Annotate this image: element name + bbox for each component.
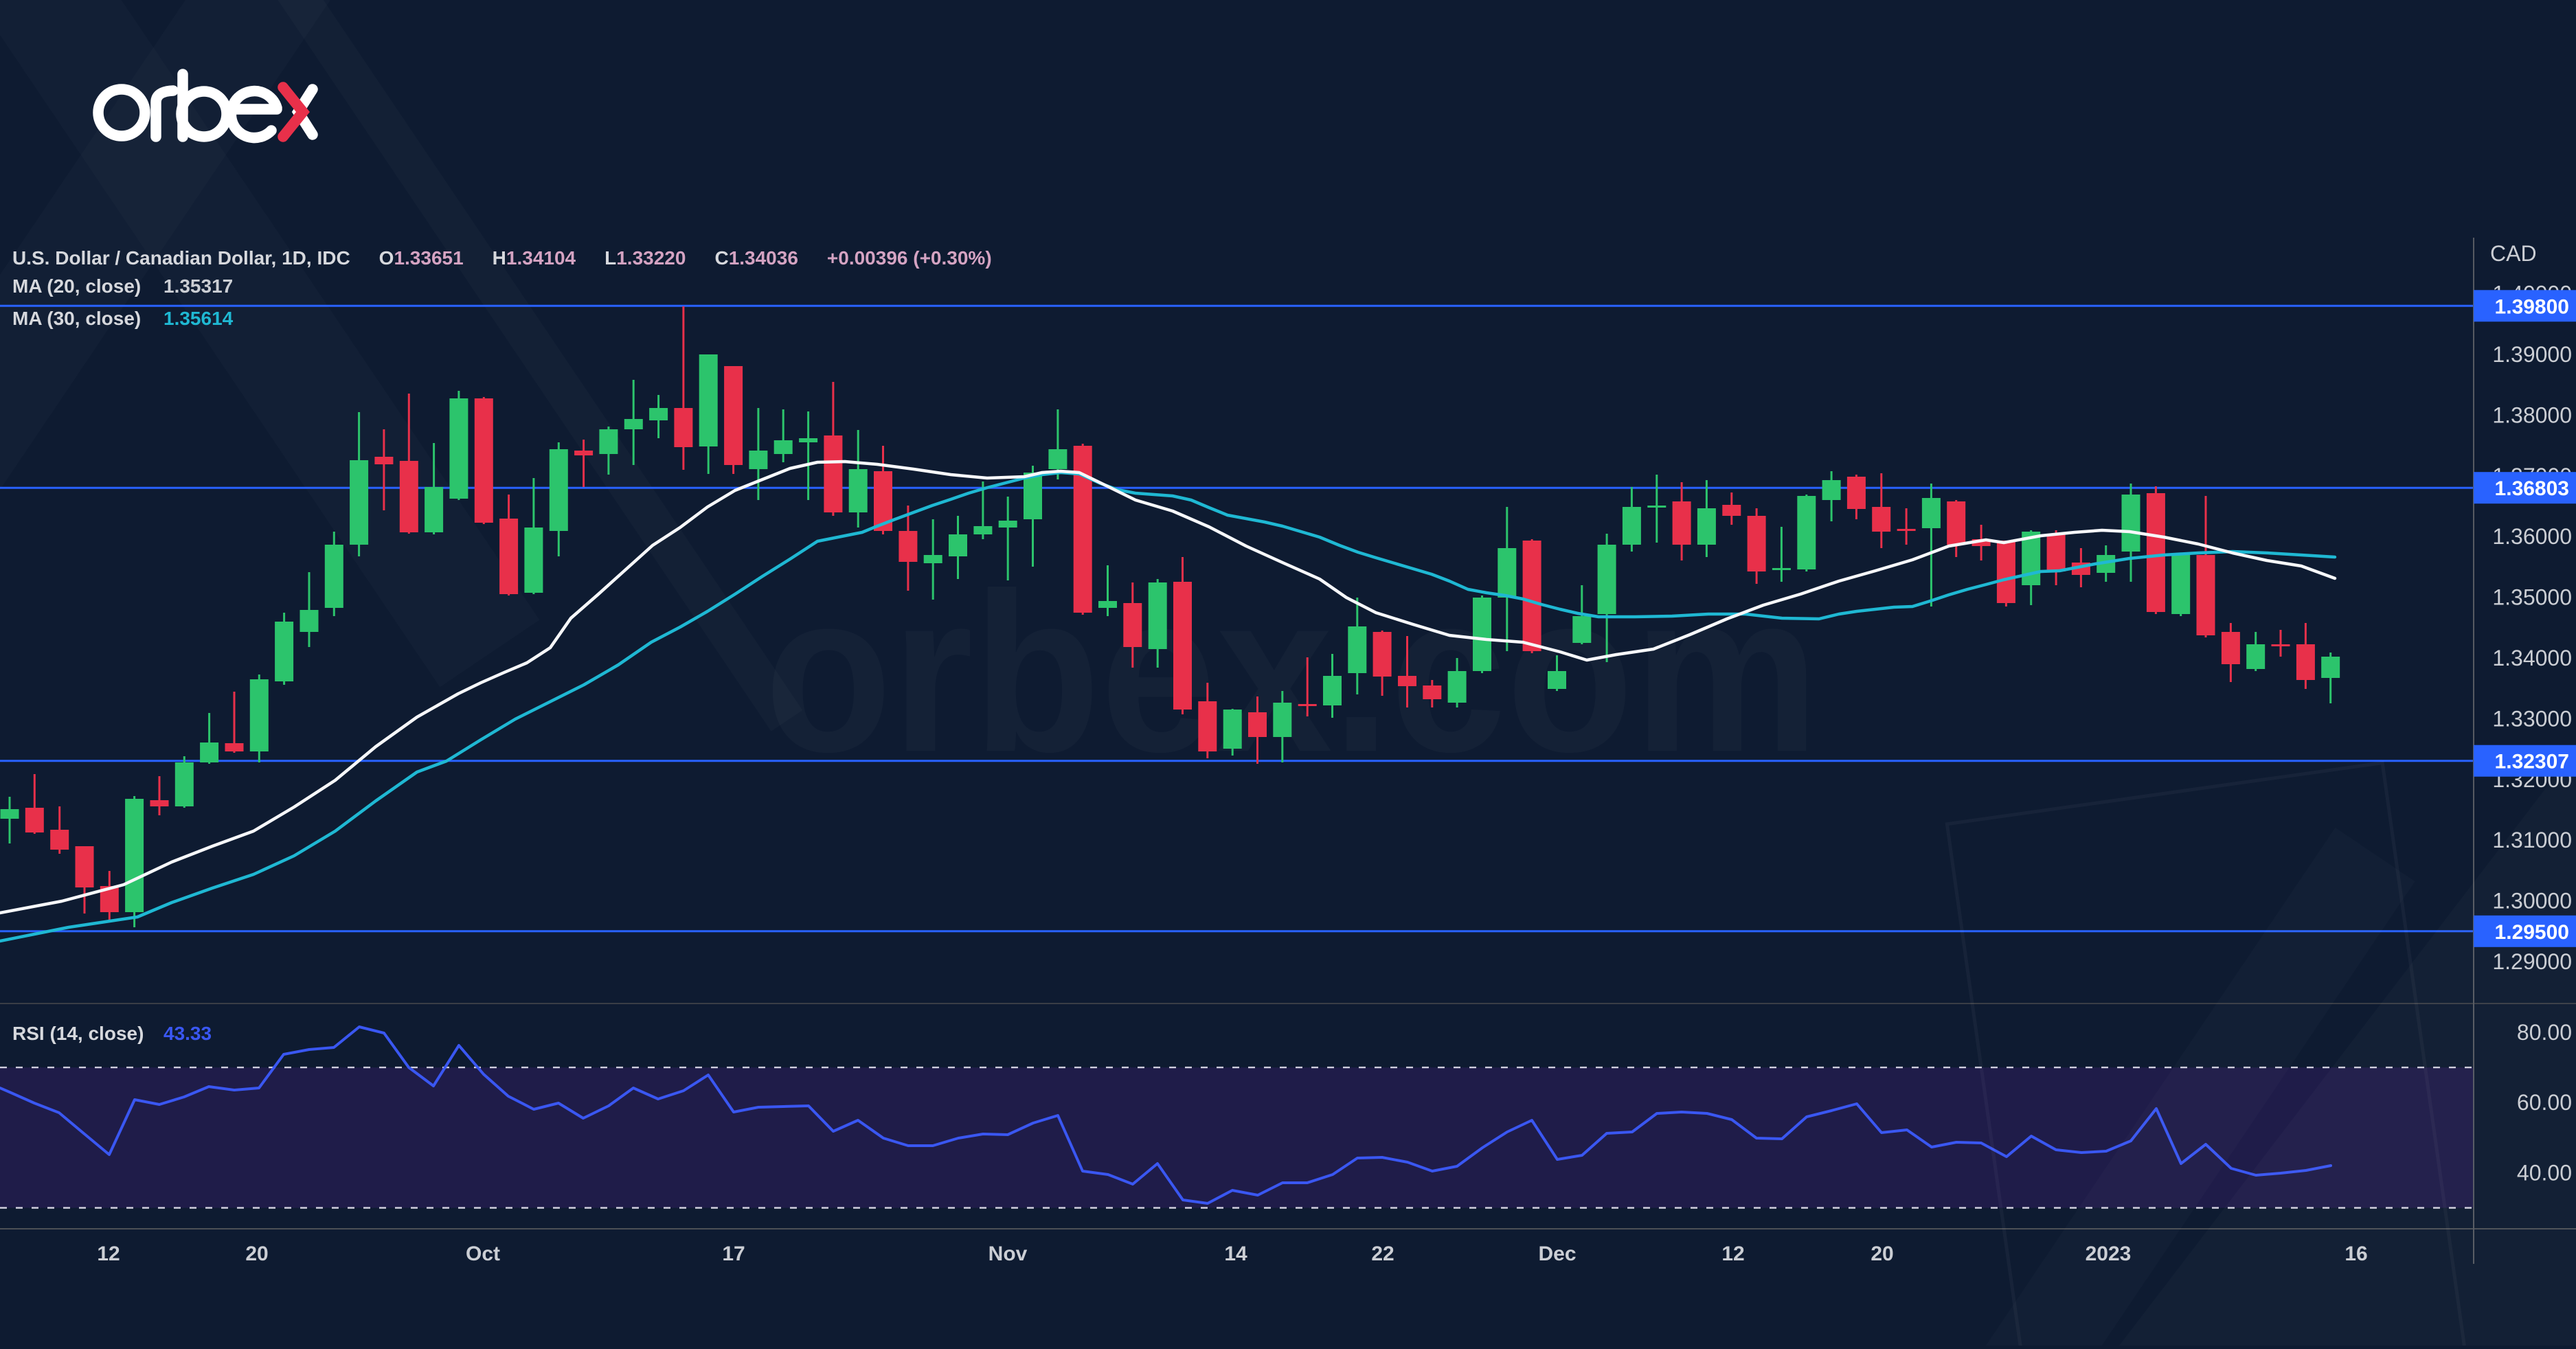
svg-text:1.39000: 1.39000 [2492,342,2572,367]
svg-text:43.33: 43.33 [163,1023,212,1044]
svg-text:14: 14 [1224,1243,1247,1265]
svg-text:1.38000: 1.38000 [2492,403,2572,427]
svg-text:22: 22 [1371,1243,1394,1265]
svg-text:60.00: 60.00 [2517,1090,2572,1115]
svg-text:17: 17 [722,1243,745,1265]
svg-text:20: 20 [1871,1243,1893,1265]
svg-text:12: 12 [1721,1243,1744,1265]
svg-text:16: 16 [2345,1243,2367,1265]
svg-text:80.00: 80.00 [2517,1020,2572,1045]
svg-text:40.00: 40.00 [2517,1160,2572,1185]
svg-text:MA (20, close): MA (20, close) [12,275,141,297]
svg-text:1.35000: 1.35000 [2492,585,2572,610]
svg-text:MA (30, close): MA (30, close) [12,308,141,329]
svg-text:1.29000: 1.29000 [2492,949,2572,974]
svg-text:1.39800: 1.39800 [2495,295,2569,318]
svg-text:CAD: CAD [2490,241,2537,266]
svg-text:12: 12 [97,1243,120,1265]
svg-text:U.S. Dollar / Canadian Dollar,: U.S. Dollar / Canadian Dollar, 1D, IDC O… [12,247,992,269]
svg-text:1.36803: 1.36803 [2495,477,2569,500]
svg-text:Nov: Nov [988,1243,1028,1265]
svg-text:1.31000: 1.31000 [2492,828,2572,852]
svg-text:RSI (14, close): RSI (14, close) [12,1023,144,1044]
svg-text:1.33000: 1.33000 [2492,706,2572,731]
svg-text:1.35614: 1.35614 [163,308,234,329]
svg-text:2023: 2023 [2086,1243,2132,1265]
svg-text:1.36000: 1.36000 [2492,524,2572,549]
svg-text:1.32307: 1.32307 [2495,751,2569,773]
svg-text:1.35317: 1.35317 [163,275,233,297]
svg-text:1.34000: 1.34000 [2492,646,2572,670]
svg-text:Dec: Dec [1538,1243,1576,1265]
svg-text:1.30000: 1.30000 [2492,889,2572,914]
svg-text:20: 20 [245,1243,268,1265]
svg-text:1.29500: 1.29500 [2495,921,2569,944]
svg-text:Oct: Oct [466,1243,500,1265]
